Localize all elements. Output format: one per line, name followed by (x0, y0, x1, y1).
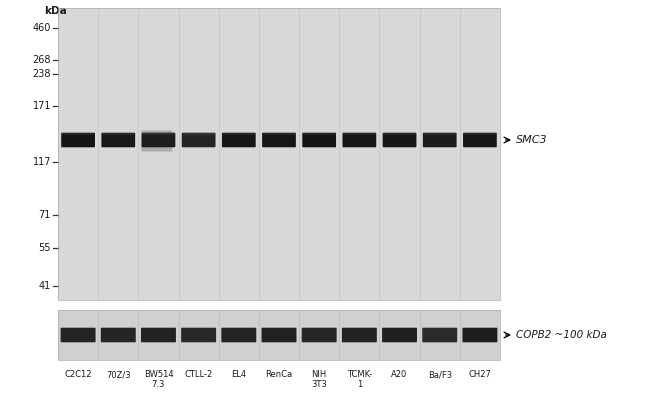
FancyBboxPatch shape (181, 328, 216, 342)
Text: 41: 41 (39, 281, 51, 291)
Text: A20: A20 (391, 370, 408, 379)
FancyBboxPatch shape (384, 134, 415, 135)
FancyBboxPatch shape (302, 328, 337, 342)
Bar (58, 310, 500, 360)
Text: 71: 71 (38, 210, 51, 220)
Bar (58, 8, 500, 300)
Text: 268: 268 (32, 55, 51, 65)
Text: COPB2 ~100 kDa: COPB2 ~100 kDa (516, 330, 607, 340)
Text: kDa: kDa (44, 6, 67, 16)
FancyBboxPatch shape (343, 134, 376, 135)
FancyBboxPatch shape (141, 328, 176, 342)
Text: RenCa: RenCa (265, 370, 292, 379)
FancyBboxPatch shape (183, 134, 214, 135)
FancyBboxPatch shape (382, 328, 417, 342)
Bar (58, 8, 500, 300)
FancyBboxPatch shape (61, 133, 95, 147)
FancyBboxPatch shape (223, 134, 255, 135)
FancyBboxPatch shape (302, 133, 336, 147)
FancyBboxPatch shape (383, 133, 417, 147)
Text: NIH
3T3: NIH 3T3 (311, 370, 327, 389)
FancyBboxPatch shape (423, 133, 456, 147)
FancyBboxPatch shape (60, 328, 96, 342)
Text: BW514
7.3: BW514 7.3 (144, 370, 174, 389)
Bar (58, 300, 500, 310)
FancyBboxPatch shape (62, 134, 94, 135)
Text: 171: 171 (32, 101, 51, 111)
Text: 55: 55 (38, 243, 51, 253)
FancyBboxPatch shape (464, 134, 496, 135)
Text: CTLL-2: CTLL-2 (185, 370, 213, 379)
FancyBboxPatch shape (222, 133, 255, 147)
FancyBboxPatch shape (262, 133, 296, 147)
FancyBboxPatch shape (261, 328, 296, 342)
Text: 70Z/3: 70Z/3 (106, 370, 131, 379)
FancyBboxPatch shape (263, 134, 295, 135)
Text: EL4: EL4 (231, 370, 246, 379)
Text: SMC3: SMC3 (516, 135, 547, 145)
FancyBboxPatch shape (102, 134, 135, 135)
FancyBboxPatch shape (424, 134, 456, 135)
FancyBboxPatch shape (342, 328, 377, 342)
FancyBboxPatch shape (222, 328, 256, 342)
FancyBboxPatch shape (101, 328, 136, 342)
FancyBboxPatch shape (182, 133, 216, 147)
Text: TCMK-
1: TCMK- 1 (346, 370, 372, 389)
Text: 117: 117 (32, 157, 51, 167)
FancyBboxPatch shape (142, 134, 175, 135)
Text: Ba/F3: Ba/F3 (428, 370, 452, 379)
Text: 238: 238 (32, 69, 51, 79)
FancyBboxPatch shape (422, 328, 457, 342)
FancyBboxPatch shape (142, 130, 172, 152)
FancyBboxPatch shape (142, 133, 176, 147)
FancyBboxPatch shape (343, 133, 376, 147)
FancyBboxPatch shape (462, 328, 497, 342)
FancyBboxPatch shape (101, 133, 135, 147)
Bar (58, 310, 500, 360)
Text: C2C12: C2C12 (64, 370, 92, 379)
Text: 460: 460 (32, 23, 51, 33)
FancyBboxPatch shape (463, 133, 497, 147)
Text: CH27: CH27 (469, 370, 491, 379)
FancyBboxPatch shape (303, 134, 335, 135)
